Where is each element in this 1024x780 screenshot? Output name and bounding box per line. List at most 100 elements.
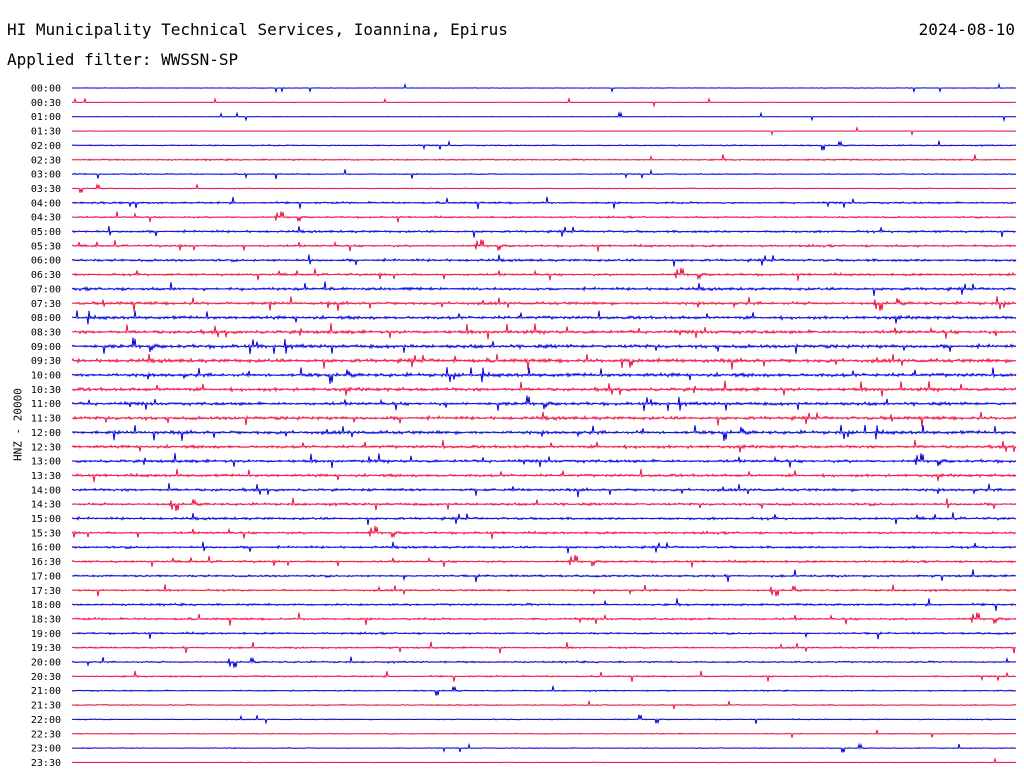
tick-label-2000: 20:00 — [31, 658, 61, 669]
trace-2130 — [71, 700, 1017, 710]
tick-label-2030: 20:30 — [31, 672, 61, 683]
trace-1900 — [71, 631, 1017, 640]
filter-label: Applied filter: WWSSN-SP — [7, 50, 239, 69]
tick-label-1630: 16:30 — [31, 557, 61, 568]
trace-1630 — [71, 555, 1017, 568]
trace-0930 — [71, 354, 1017, 371]
trace-0230 — [71, 154, 1017, 162]
tick-label-0630: 06:30 — [31, 270, 61, 281]
trace-0400 — [71, 196, 1017, 210]
tick-label-0330: 03:30 — [31, 184, 61, 195]
trace-1730 — [71, 584, 1017, 597]
trace-2200 — [71, 714, 1017, 725]
tick-label-0900: 09:00 — [31, 342, 61, 353]
trace-0530 — [71, 239, 1017, 252]
tick-label-2130: 21:30 — [31, 701, 61, 712]
trace-1400 — [71, 483, 1017, 498]
tick-label-1430: 14:30 — [31, 500, 61, 511]
trace-0330 — [72, 182, 1017, 193]
station-title: HI Municipality Technical Services, Ioan… — [7, 20, 508, 39]
tick-label-0230: 02:30 — [31, 155, 61, 166]
trace-2030 — [71, 670, 1017, 682]
trace-1430 — [72, 497, 1017, 512]
tick-label-0300: 03:00 — [31, 170, 61, 181]
tick-label-1700: 17:00 — [31, 571, 61, 582]
tick-label-1330: 13:30 — [31, 471, 61, 482]
trace-2000 — [71, 656, 1017, 668]
trace-1930 — [71, 641, 1017, 654]
trace-2300 — [71, 742, 1017, 753]
tick-label-1600: 16:00 — [31, 543, 61, 554]
trace-1800 — [71, 598, 1017, 611]
trace-1200 — [71, 424, 1017, 441]
tick-label-1730: 17:30 — [31, 586, 61, 597]
trace-2230 — [71, 729, 1017, 738]
tick-label-1030: 10:30 — [31, 385, 61, 396]
tick-label-0930: 09:30 — [31, 356, 61, 367]
trace-0700 — [71, 281, 1017, 296]
trace-0730 — [71, 296, 1017, 312]
trace-1700 — [72, 569, 1017, 583]
tick-label-2100: 21:00 — [31, 686, 61, 697]
tick-label-0200: 02:00 — [31, 141, 61, 152]
tick-label-0400: 04:00 — [31, 198, 61, 209]
trace-2330 — [71, 757, 1017, 764]
trace-1830 — [71, 612, 1017, 626]
trace-1100 — [71, 395, 1017, 411]
trace-0830 — [72, 323, 1017, 340]
tick-label-2230: 22:30 — [31, 729, 61, 740]
trace-2100 — [71, 685, 1016, 696]
trace-1300 — [71, 452, 1017, 468]
tick-label-1200: 12:00 — [31, 428, 61, 439]
trace-1130 — [71, 411, 1017, 427]
tick-label-1930: 19:30 — [31, 643, 61, 654]
trace-0130 — [71, 125, 1017, 137]
tick-label-0830: 08:30 — [31, 327, 61, 338]
tick-label-1130: 11:30 — [31, 414, 61, 425]
tick-label-0100: 01:00 — [31, 112, 61, 123]
tick-label-1230: 12:30 — [31, 442, 61, 453]
trace-1230 — [71, 439, 1017, 453]
trace-1030 — [72, 380, 1017, 397]
tick-label-0800: 08:00 — [31, 313, 61, 324]
trace-0900 — [71, 337, 1017, 355]
tick-label-0600: 06:00 — [31, 256, 61, 267]
trace-0800 — [71, 310, 1017, 325]
trace-0300 — [71, 168, 1017, 180]
tick-label-0500: 05:00 — [31, 227, 61, 238]
trace-1530 — [71, 526, 1017, 540]
tick-label-2200: 22:00 — [31, 715, 61, 726]
tick-label-0030: 00:30 — [31, 98, 61, 109]
trace-0630 — [71, 267, 1017, 281]
trace-1500 — [71, 512, 1017, 525]
tick-label-0700: 07:00 — [31, 284, 61, 295]
tick-label-0130: 01:30 — [31, 127, 61, 138]
tick-label-1300: 13:00 — [31, 457, 61, 468]
tick-label-1830: 18:30 — [31, 614, 61, 625]
trace-0600 — [71, 254, 1017, 267]
trace-1000 — [71, 367, 1017, 384]
trace-0200 — [71, 139, 1017, 151]
trace-0430 — [71, 211, 1017, 223]
trace-1600 — [71, 541, 1017, 554]
tick-label-0430: 04:30 — [31, 213, 61, 224]
tick-label-1500: 15:00 — [31, 514, 61, 525]
trace-1330 — [71, 469, 1017, 483]
tick-label-1530: 15:30 — [31, 528, 61, 539]
trace-0500 — [71, 225, 1017, 238]
tick-label-1900: 19:00 — [31, 629, 61, 640]
tick-label-0000: 00:00 — [31, 84, 61, 95]
tick-label-0730: 07:30 — [31, 299, 61, 310]
tick-label-1000: 10:00 — [31, 371, 61, 382]
tick-label-1800: 18:00 — [31, 600, 61, 611]
tick-label-0530: 05:30 — [31, 241, 61, 252]
date-label: 2024-08-10 — [918, 20, 1015, 39]
trace-0000 — [71, 82, 1017, 94]
tick-label-1100: 11:00 — [31, 399, 61, 410]
trace-0100 — [71, 111, 1017, 123]
trace-0030 — [71, 96, 1017, 108]
tick-label-2300: 23:00 — [31, 744, 61, 755]
tick-label-1400: 14:00 — [31, 485, 61, 496]
tick-label-2330: 23:30 — [31, 758, 61, 769]
